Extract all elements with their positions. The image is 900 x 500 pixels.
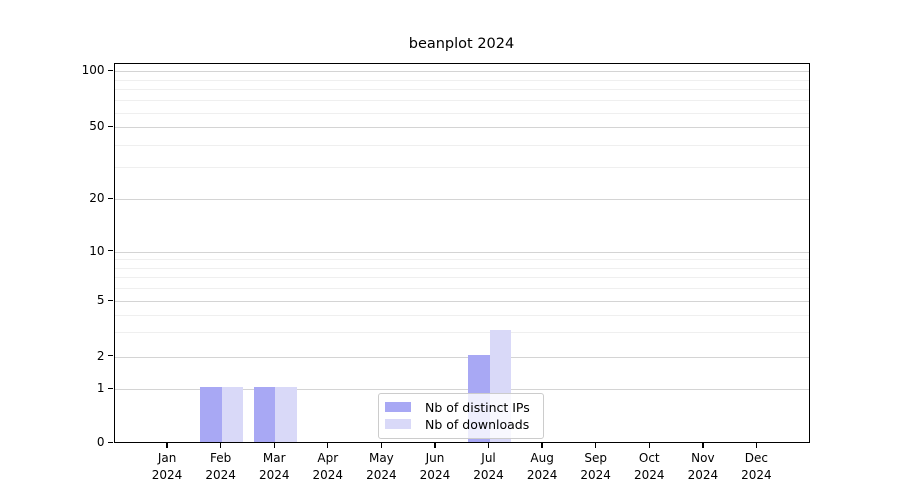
- gridline-minor: [114, 259, 809, 261]
- x-tick-label: Nov 2024: [687, 451, 719, 482]
- x-tick: [541, 443, 543, 448]
- x-tick-label: Jul 2024: [473, 451, 504, 482]
- y-tick: [108, 387, 113, 389]
- legend-label: Nb of downloads: [425, 416, 530, 432]
- gridline-major: [114, 301, 809, 303]
- gridline-major: [114, 199, 809, 201]
- gridline-minor: [114, 112, 809, 114]
- x-tick: [380, 443, 383, 448]
- y-tick: [108, 299, 113, 301]
- y-tick-label: 0: [96, 435, 105, 450]
- y-tick-label: 5: [96, 293, 105, 308]
- x-tick-label: Feb 2024: [205, 451, 236, 482]
- x-tick: [487, 443, 490, 448]
- x-tick-label: Mar 2024: [258, 451, 290, 482]
- x-tick: [434, 443, 436, 448]
- x-tick: [594, 443, 597, 448]
- gridline-minor: [114, 144, 809, 146]
- gridline-major: [114, 389, 809, 391]
- bar-nb-of-distinct-ips-mar: [253, 387, 276, 442]
- y-tick-label: 1: [96, 381, 105, 396]
- plot-area: [113, 62, 810, 443]
- gridline-minor: [114, 100, 809, 102]
- x-tick: [219, 443, 222, 448]
- x-tick: [273, 443, 275, 448]
- x-tick: [327, 443, 329, 448]
- gridline-major: [114, 251, 809, 253]
- x-tick-label: Jun 2024: [419, 451, 451, 482]
- gridline-major: [114, 356, 809, 358]
- y-tick-label: 50: [89, 119, 105, 134]
- x-tick: [755, 443, 758, 448]
- gridline-minor: [114, 89, 809, 91]
- bar-nb-of-downloads-feb: [221, 387, 244, 442]
- x-tick-label: Jan 2024: [151, 451, 183, 482]
- y-tick-label: 10: [89, 243, 105, 258]
- gridline-major: [114, 127, 809, 129]
- x-tick-label: May 2024: [366, 451, 397, 482]
- y-tick: [108, 125, 113, 127]
- y-tick-label: 2: [96, 348, 105, 363]
- legend-label: Nb of distinct IPs: [425, 399, 530, 415]
- y-tick: [108, 69, 113, 71]
- y-tick-label: 100: [81, 63, 105, 78]
- x-tick-label: Apr 2024: [312, 451, 344, 482]
- y-tick: [108, 250, 113, 252]
- gridline-minor: [114, 277, 809, 279]
- legend-item: Nb of downloads: [385, 416, 537, 433]
- legend: Nb of distinct IPs Nb of downloads: [378, 392, 544, 439]
- chart-title: beanplot 2024: [408, 36, 515, 52]
- gridline-minor: [114, 167, 809, 169]
- bar-nb-of-distinct-ips-feb: [200, 387, 222, 442]
- legend-swatch: [385, 419, 411, 429]
- legend-item: Nb of distinct IPs: [385, 399, 537, 416]
- gridline-minor: [114, 288, 809, 290]
- x-tick-label: Aug 2024: [526, 451, 558, 482]
- x-tick-label: Oct 2024: [633, 451, 665, 482]
- legend-swatch: [385, 402, 411, 412]
- x-tick: [166, 443, 168, 448]
- x-tick: [702, 443, 704, 448]
- x-tick-label: Dec 2024: [741, 451, 772, 482]
- x-tick-label: Sep 2024: [580, 451, 611, 482]
- y-tick: [108, 197, 113, 199]
- gridline-minor: [114, 332, 809, 334]
- y-tick: [108, 441, 113, 443]
- bar-nb-of-downloads-mar: [275, 387, 297, 442]
- y-tick: [108, 355, 113, 357]
- gridline-minor: [114, 79, 809, 81]
- gridline-minor: [114, 267, 809, 269]
- x-tick: [648, 443, 650, 448]
- y-tick-label: 20: [89, 191, 105, 206]
- gridline-major: [114, 71, 809, 73]
- gridline-minor: [114, 314, 809, 316]
